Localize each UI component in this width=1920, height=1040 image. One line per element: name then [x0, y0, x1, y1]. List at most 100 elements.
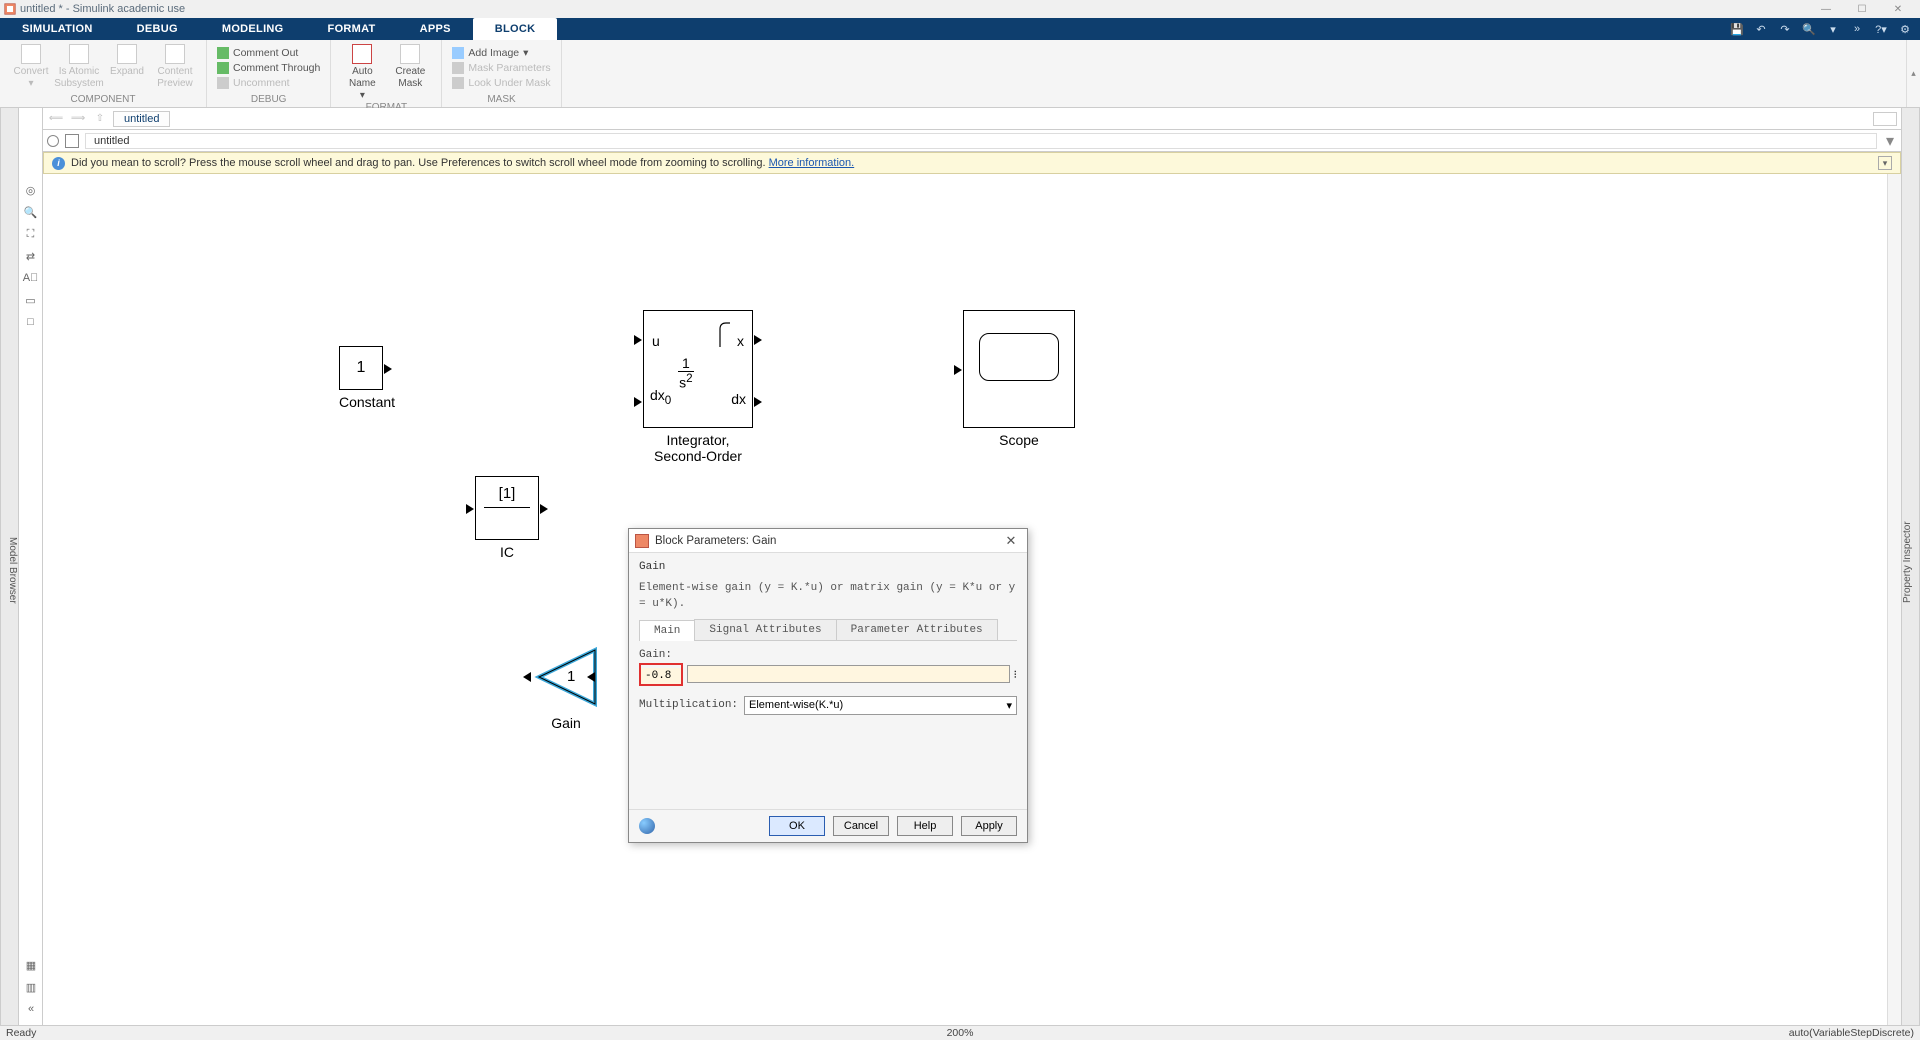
ribbon-body: Convert▾ Is Atomic Subsystem Expand Cont…	[0, 40, 1920, 108]
nav-up-icon[interactable]: ⇧	[91, 111, 109, 127]
ribbon-collapse-button[interactable]: ▴	[1906, 40, 1920, 107]
path-name[interactable]: untitled	[85, 133, 1877, 149]
path-model-icon[interactable]	[65, 134, 79, 148]
explorer-view-widget[interactable]	[1873, 112, 1897, 126]
tool-arrows-icon[interactable]: ⇄	[21, 246, 41, 266]
dialog-tab-main[interactable]: Main	[639, 620, 695, 641]
property-inspector-tab[interactable]: Property Inspector	[1901, 108, 1920, 1025]
block-constant[interactable]: 1 Constant	[339, 346, 395, 410]
mask-parameters-button[interactable]: Mask Parameters	[450, 61, 552, 75]
gain-input-highlight	[639, 663, 683, 686]
canvas-toolbar: ◎ 🔍 ⛶ ⇄ A⃞ ▭ □ ▦ ▥ «	[19, 108, 43, 1025]
tab-modeling[interactable]: MODELING	[200, 18, 306, 40]
qa-undo-icon[interactable]: ↶	[1752, 20, 1770, 38]
integrator-outport-dx[interactable]	[754, 397, 762, 407]
look-under-mask-button[interactable]: Look Under Mask	[450, 76, 552, 90]
comment-through-button[interactable]: Comment Through	[215, 61, 322, 75]
canvas[interactable]: 1 Constant u x dx0 dx 1 s	[43, 174, 1887, 1025]
constant-outport[interactable]	[384, 364, 392, 374]
status-zoom: 200%	[947, 1027, 974, 1039]
integrator-outport-x[interactable]	[754, 335, 762, 345]
convert-button[interactable]: Convert▾	[8, 42, 54, 94]
close-button[interactable]: ✕	[1880, 0, 1916, 18]
ic-inport[interactable]	[466, 504, 474, 514]
tab-format[interactable]: FORMAT	[306, 18, 398, 40]
banner-close-icon[interactable]: ▾	[1878, 156, 1892, 170]
block-scope[interactable]: Scope	[963, 310, 1075, 448]
tool-shot-icon[interactable]: ▥	[21, 977, 41, 997]
mult-field-label: Multiplication:	[639, 699, 738, 711]
ribbon-group-format: Auto Name▾ Create Mask FORMAT	[331, 40, 442, 107]
cancel-button[interactable]: Cancel	[833, 816, 889, 836]
nav-fwd-icon[interactable]: ⟹	[69, 111, 87, 127]
breadcrumb[interactable]: untitled	[113, 111, 170, 127]
dialog-close-icon[interactable]: ✕	[1001, 533, 1021, 549]
tool-target-icon[interactable]: ◎	[21, 180, 41, 200]
qa-save-icon[interactable]: 💾	[1728, 20, 1746, 38]
tool-record-icon[interactable]: ▦	[21, 955, 41, 975]
banner-link[interactable]: More information.	[769, 157, 855, 169]
uncomment-button[interactable]: Uncomment	[215, 76, 322, 90]
tool-zoom-icon[interactable]: 🔍	[21, 202, 41, 222]
add-image-button[interactable]: Add Image ▾	[450, 46, 552, 60]
nav-back-icon[interactable]: ⟸	[47, 111, 65, 127]
tool-more-icon[interactable]: «	[21, 999, 41, 1019]
block-gain[interactable]: 1 Gain	[529, 644, 603, 731]
integral-icon	[716, 321, 734, 349]
gain-input[interactable]	[641, 668, 681, 684]
qa-redo-icon[interactable]: ↷	[1776, 20, 1794, 38]
is-atomic-button[interactable]: Is Atomic Subsystem	[56, 42, 102, 94]
dialog-tab-param[interactable]: Parameter Attributes	[836, 619, 998, 640]
qa-search-icon[interactable]: 🔍	[1800, 20, 1818, 38]
maximize-button[interactable]: ☐	[1844, 0, 1880, 18]
vertical-scrollbar[interactable]	[1887, 174, 1901, 1025]
tab-debug[interactable]: DEBUG	[115, 18, 200, 40]
tool-fit-icon[interactable]: ⛶	[21, 224, 41, 244]
path-dropdown-icon[interactable]: ▾	[1883, 134, 1897, 148]
gain-inport[interactable]	[587, 672, 595, 682]
gain-outport[interactable]	[523, 672, 531, 682]
tab-block[interactable]: BLOCK	[473, 18, 558, 40]
minimize-button[interactable]: —	[1808, 0, 1844, 18]
qa-dd-icon[interactable]: ▾	[1824, 20, 1842, 38]
block-integrator[interactable]: u x dx0 dx 1 s2	[643, 310, 753, 464]
scope-inport[interactable]	[954, 365, 962, 375]
create-mask-button[interactable]: Create Mask	[387, 42, 433, 102]
tab-apps[interactable]: APPS	[398, 18, 473, 40]
constant-value: 1	[357, 359, 366, 377]
expand-button[interactable]: Expand	[104, 42, 150, 94]
help-button[interactable]: Help	[897, 816, 953, 836]
qa-gear-icon[interactable]: ⚙	[1896, 20, 1914, 38]
dialog-section: Gain	[639, 559, 1017, 576]
ribbon-group-component: Convert▾ Is Atomic Subsystem Expand Cont…	[0, 40, 207, 107]
dialog-help-icon[interactable]	[639, 818, 655, 834]
comment-out-button[interactable]: Comment Out	[215, 46, 322, 60]
apply-button[interactable]: Apply	[961, 816, 1017, 836]
tool-image-icon[interactable]: A⃞	[21, 268, 41, 288]
tool-viewmarks-icon[interactable]: ▭	[21, 290, 41, 310]
window-title: untitled * - Simulink academic use	[20, 3, 185, 15]
tool-box-icon[interactable]: □	[21, 312, 41, 332]
model-browser-tab[interactable]: Model Browser	[0, 108, 19, 1025]
dialog-titlebar[interactable]: Block Parameters: Gain ✕	[629, 529, 1027, 553]
info-icon: i	[52, 157, 65, 170]
integrator-inport-u[interactable]	[634, 335, 642, 345]
gain-input-action-icon[interactable]: ⁝	[1014, 668, 1018, 681]
block-ic[interactable]: [1] IC	[475, 476, 539, 560]
qa-help-icon[interactable]: ?▾	[1872, 20, 1890, 38]
qa-fwd-icon[interactable]: »	[1848, 20, 1866, 38]
path-record-icon[interactable]	[47, 135, 59, 147]
gain-input-rest[interactable]	[687, 665, 1010, 683]
ic-outport[interactable]	[540, 504, 548, 514]
gain-value: 1	[567, 668, 575, 685]
integrator-dx0-label: dx0	[650, 387, 671, 407]
integrator-label: Integrator,Second-Order	[643, 432, 753, 464]
group-label-debug: DEBUG	[215, 94, 322, 107]
auto-name-button[interactable]: Auto Name▾	[339, 42, 385, 102]
dialog-tab-signal[interactable]: Signal Attributes	[694, 619, 836, 640]
integrator-inport-dx0[interactable]	[634, 397, 642, 407]
tab-simulation[interactable]: SIMULATION	[0, 18, 115, 40]
mult-select[interactable]: Element-wise(K.*u)▾	[744, 696, 1017, 715]
ok-button[interactable]: OK	[769, 816, 825, 836]
content-preview-button[interactable]: Content Preview	[152, 42, 198, 94]
